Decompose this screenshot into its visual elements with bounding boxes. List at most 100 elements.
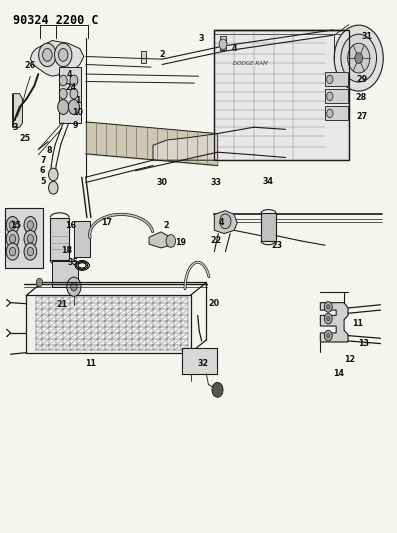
- Text: DODGE RAM: DODGE RAM: [233, 61, 267, 66]
- Text: 21: 21: [56, 300, 67, 309]
- Text: 7: 7: [40, 156, 46, 165]
- Circle shape: [59, 75, 67, 86]
- Circle shape: [68, 100, 79, 115]
- Text: 33: 33: [211, 178, 222, 187]
- Circle shape: [24, 243, 37, 260]
- Circle shape: [10, 221, 16, 229]
- Circle shape: [327, 317, 330, 321]
- Circle shape: [219, 39, 227, 50]
- Bar: [325, 90, 348, 103]
- Bar: [141, 51, 146, 63]
- Text: 8: 8: [46, 146, 52, 155]
- Text: 26: 26: [25, 61, 36, 70]
- Bar: [59, 67, 81, 123]
- Bar: [50, 217, 69, 260]
- Circle shape: [327, 334, 330, 338]
- Circle shape: [71, 282, 77, 291]
- Circle shape: [327, 75, 333, 84]
- Text: 10: 10: [72, 108, 83, 117]
- Text: 15: 15: [10, 221, 21, 230]
- Circle shape: [27, 221, 33, 229]
- Text: 27: 27: [356, 112, 367, 121]
- Circle shape: [70, 75, 78, 86]
- Text: 24: 24: [66, 83, 77, 92]
- Circle shape: [166, 235, 175, 247]
- Bar: [182, 349, 218, 374]
- Text: 4: 4: [232, 44, 238, 53]
- Bar: [52, 261, 78, 287]
- Polygon shape: [320, 303, 348, 342]
- Text: 13: 13: [358, 339, 369, 348]
- Text: 12: 12: [344, 355, 355, 364]
- Text: 22: 22: [211, 237, 222, 246]
- Bar: [325, 72, 348, 86]
- Circle shape: [67, 277, 81, 296]
- Polygon shape: [153, 134, 218, 160]
- Text: 11: 11: [85, 359, 96, 368]
- Text: 5: 5: [40, 177, 46, 186]
- Bar: [6, 208, 43, 268]
- Circle shape: [24, 230, 37, 247]
- Circle shape: [10, 247, 16, 256]
- Text: 28: 28: [356, 93, 367, 102]
- Circle shape: [324, 302, 332, 312]
- Text: 19: 19: [175, 238, 186, 247]
- Circle shape: [39, 43, 56, 67]
- Circle shape: [58, 100, 69, 115]
- Polygon shape: [30, 41, 84, 76]
- Polygon shape: [214, 211, 237, 233]
- Text: 30: 30: [156, 178, 168, 187]
- Circle shape: [27, 235, 33, 243]
- Text: 16: 16: [66, 221, 77, 230]
- Bar: [325, 107, 348, 120]
- Text: 9: 9: [73, 120, 79, 130]
- Text: 3: 3: [199, 35, 204, 44]
- Circle shape: [27, 247, 33, 256]
- Circle shape: [48, 168, 58, 181]
- Text: 1: 1: [75, 96, 81, 105]
- Text: 14: 14: [333, 369, 345, 378]
- Circle shape: [212, 382, 223, 397]
- Circle shape: [348, 43, 370, 73]
- Circle shape: [6, 243, 19, 260]
- Text: 20: 20: [208, 299, 219, 308]
- Circle shape: [48, 181, 58, 194]
- Circle shape: [327, 109, 333, 118]
- Circle shape: [58, 49, 68, 61]
- Text: 4: 4: [67, 70, 73, 78]
- Circle shape: [341, 34, 376, 82]
- Circle shape: [324, 330, 332, 341]
- Polygon shape: [13, 94, 23, 127]
- Text: 23: 23: [271, 241, 282, 250]
- Text: 90324 2200 C: 90324 2200 C: [13, 14, 98, 27]
- Circle shape: [327, 305, 330, 309]
- Text: 4: 4: [219, 219, 224, 228]
- Text: 6: 6: [39, 166, 45, 175]
- Text: 17: 17: [101, 219, 112, 228]
- Circle shape: [24, 216, 37, 233]
- Text: 2: 2: [163, 221, 169, 230]
- Text: 34: 34: [262, 177, 273, 186]
- Circle shape: [10, 235, 16, 243]
- Text: 25: 25: [20, 134, 31, 143]
- Polygon shape: [149, 232, 171, 248]
- Circle shape: [59, 88, 67, 99]
- Text: 11: 11: [352, 319, 363, 328]
- Circle shape: [54, 43, 72, 67]
- Circle shape: [220, 214, 231, 229]
- Circle shape: [327, 92, 333, 101]
- Bar: [74, 221, 91, 257]
- Circle shape: [324, 313, 332, 324]
- Bar: [27, 295, 191, 353]
- Text: 2: 2: [159, 51, 165, 59]
- Text: 31: 31: [361, 33, 372, 42]
- Circle shape: [355, 53, 363, 63]
- Bar: [261, 213, 276, 241]
- Bar: [214, 30, 349, 160]
- Circle shape: [6, 216, 19, 233]
- Bar: [214, 30, 349, 160]
- Circle shape: [42, 49, 52, 61]
- Circle shape: [6, 230, 19, 247]
- Text: 18: 18: [62, 246, 73, 255]
- Circle shape: [36, 278, 42, 287]
